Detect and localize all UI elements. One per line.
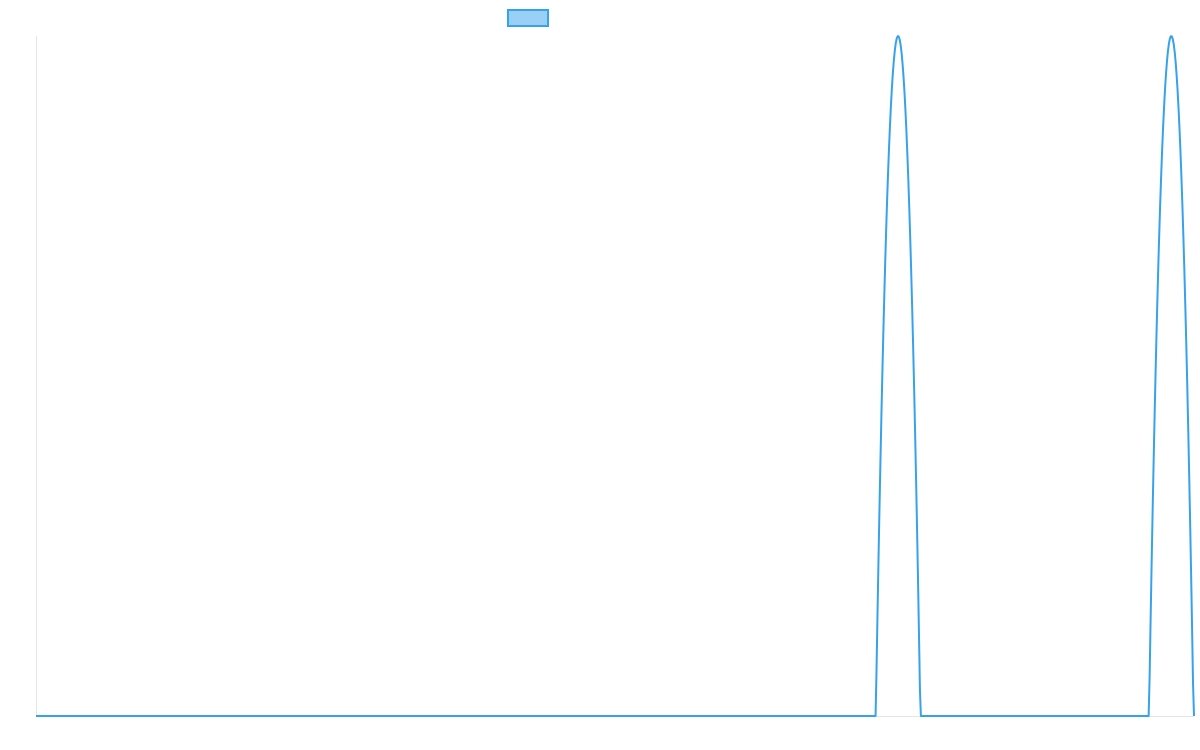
legend-swatch[interactable] <box>507 9 549 27</box>
legend[interactable] <box>507 9 549 27</box>
series-line[interactable] <box>35 35 1195 717</box>
series-layer <box>35 35 1195 717</box>
